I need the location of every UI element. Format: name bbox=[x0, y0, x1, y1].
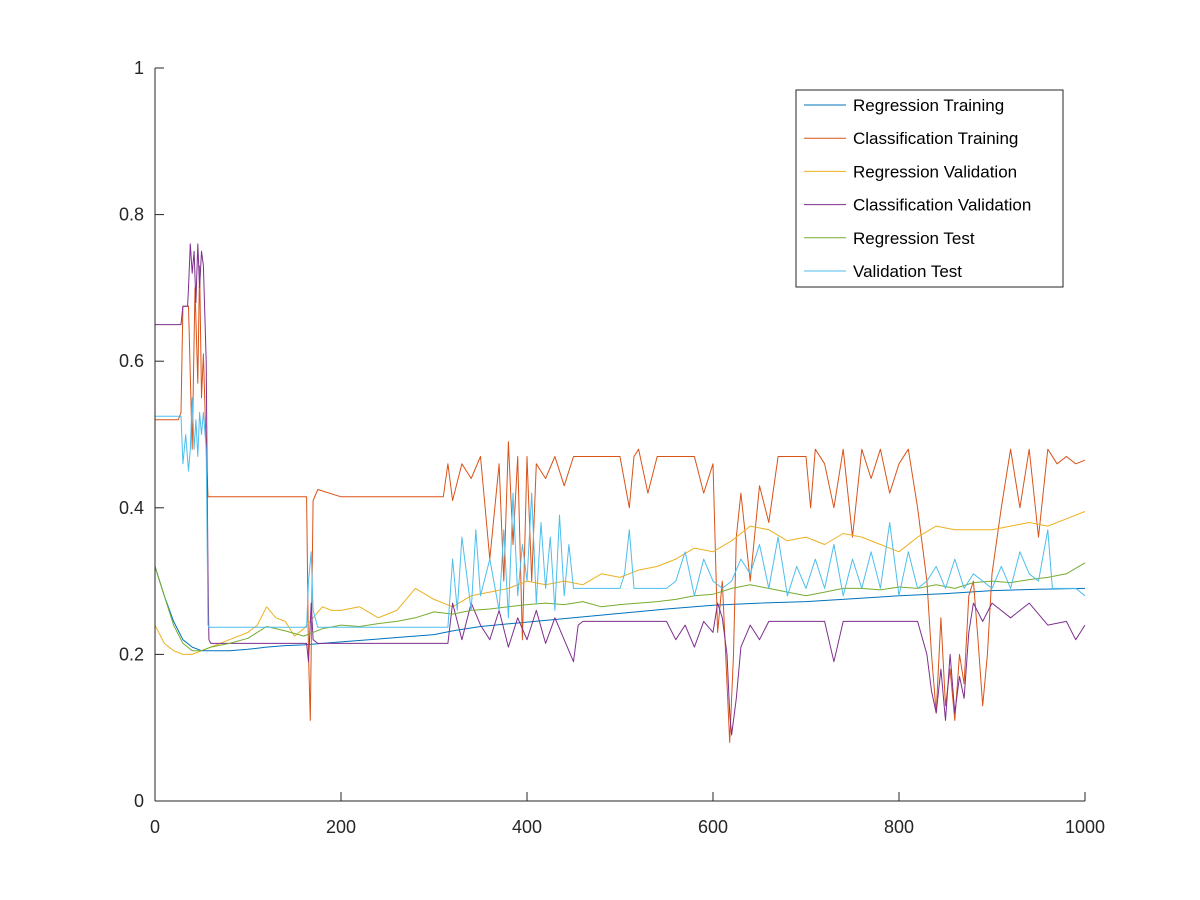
y-tick-label: 0 bbox=[134, 791, 144, 811]
x-tick-label: 800 bbox=[884, 817, 914, 837]
series-layer bbox=[154, 243, 1086, 743]
legend-label-2: Regression Validation bbox=[853, 162, 1017, 181]
legend-label-1: Classification Training bbox=[853, 129, 1018, 148]
y-tick-label: 0.6 bbox=[119, 351, 144, 371]
series-line-5 bbox=[155, 397, 1086, 628]
x-tick-label: 1000 bbox=[1065, 817, 1105, 837]
series-line-1 bbox=[155, 265, 1086, 743]
y-tick-label: 0.8 bbox=[119, 205, 144, 225]
legend-label-5: Validation Test bbox=[853, 262, 962, 281]
x-tick-label: 400 bbox=[512, 817, 542, 837]
y-tick-label: 0.4 bbox=[119, 498, 144, 518]
axes-layer bbox=[154, 68, 1085, 802]
x-tick-label: 600 bbox=[698, 817, 728, 837]
legend-entries: Regression Training Classification Traini… bbox=[804, 96, 1031, 281]
x-tick-label: 200 bbox=[326, 817, 356, 837]
ticks-layer: 0 200 400 600 800 1000 0 0.2 0.4 0.6 0.8 1 bbox=[119, 58, 1105, 837]
series-line-3 bbox=[155, 243, 1086, 736]
legend-label-3: Classification Validation bbox=[853, 196, 1031, 215]
legend: Regression Training Classification Traini… bbox=[795, 89, 1064, 288]
series-line-4 bbox=[154, 562, 1086, 652]
legend-label-0: Regression Training bbox=[853, 96, 1004, 115]
legend-label-4: Regression Test bbox=[853, 229, 975, 248]
y-tick-label: 1 bbox=[134, 58, 144, 78]
legend-box bbox=[795, 89, 1064, 288]
x-tick-label: 0 bbox=[150, 817, 160, 837]
y-tick-label: 0.2 bbox=[119, 644, 144, 664]
